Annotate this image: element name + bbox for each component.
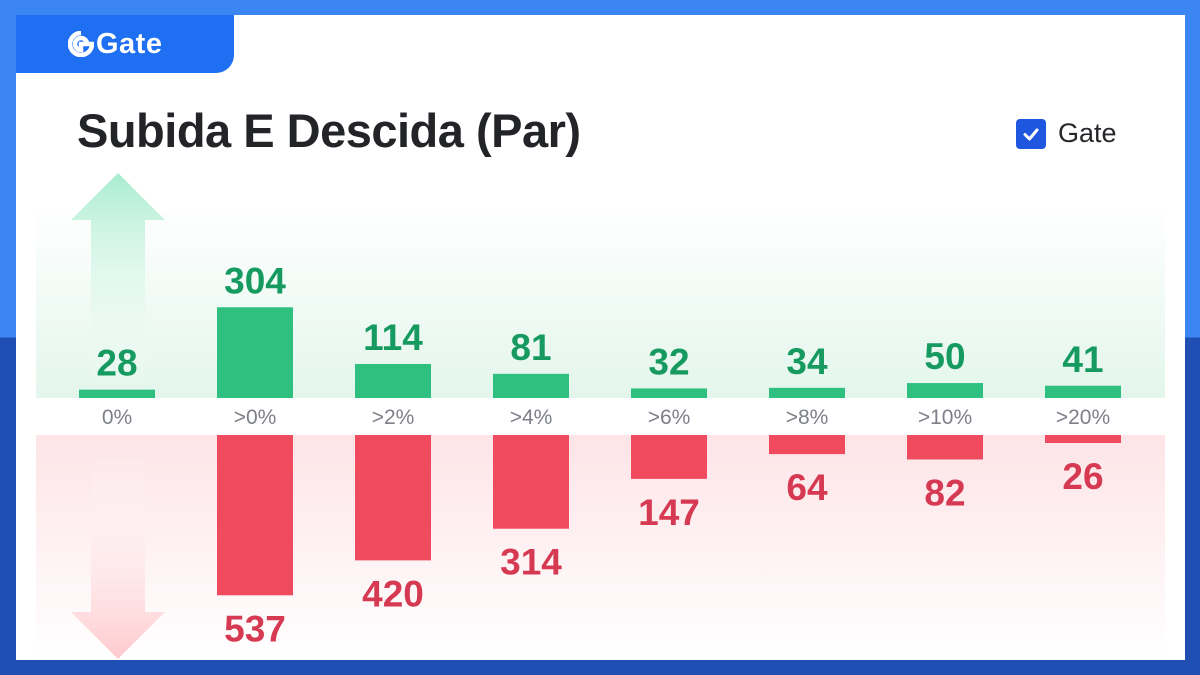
down-bar xyxy=(631,435,707,479)
down-bar xyxy=(217,435,293,596)
down-value-label: 420 xyxy=(362,573,424,614)
up-bar xyxy=(79,389,155,398)
up-bar xyxy=(217,307,293,398)
chart: 28 0% 304 >0% 537 114 >2% 420 81 >4% 314 32 >6% 147 34… xyxy=(36,173,1165,660)
legend-label: Gate xyxy=(1058,118,1117,148)
down-value-label: 64 xyxy=(786,467,828,508)
up-bar xyxy=(631,388,707,398)
up-value-label: 34 xyxy=(786,341,828,382)
chart-card: Gate Subida E Descida (Par) Gate xyxy=(16,15,1185,660)
up-value-label: 28 xyxy=(96,343,137,384)
down-background xyxy=(36,435,1165,660)
category-label: >4% xyxy=(510,406,553,429)
down-value-label: 26 xyxy=(1062,456,1103,497)
down-value-label: 314 xyxy=(500,542,562,583)
down-value-label: 147 xyxy=(638,492,700,533)
up-value-label: 114 xyxy=(363,317,423,358)
category-label: 0% xyxy=(102,406,132,429)
chart-title: Subida E Descida (Par) xyxy=(77,104,581,157)
up-value-label: 50 xyxy=(924,336,965,377)
up-bar xyxy=(907,383,983,398)
down-bar xyxy=(355,435,431,561)
up-value-label: 304 xyxy=(224,260,286,301)
down-arrow-icon xyxy=(71,455,165,659)
bars: 28 0% 304 >0% 537 114 >2% 420 81 >4% 314 32 >6% 147 34… xyxy=(79,260,1121,649)
up-arrow-icon xyxy=(71,173,165,398)
brand-name: Gate xyxy=(96,27,163,60)
up-bar xyxy=(1045,385,1121,398)
down-bar xyxy=(1045,435,1121,443)
up-value-label: 81 xyxy=(510,327,551,368)
gate-logo-icon xyxy=(68,31,94,57)
down-value-label: 82 xyxy=(924,472,965,513)
up-background xyxy=(36,205,1165,398)
category-label: >8% xyxy=(786,406,829,429)
up-bar xyxy=(769,387,845,398)
category-label: >0% xyxy=(234,406,277,429)
legend-checkbox[interactable] xyxy=(1016,118,1046,149)
legend: Gate xyxy=(1016,118,1117,149)
up-bar xyxy=(355,363,431,398)
category-label: >2% xyxy=(372,406,415,429)
down-bar xyxy=(769,435,845,455)
category-label: >20% xyxy=(1056,406,1110,429)
down-bar xyxy=(907,435,983,460)
down-bar xyxy=(493,435,569,529)
category-label: >6% xyxy=(648,406,691,429)
check-icon xyxy=(1023,128,1039,140)
up-value-label: 41 xyxy=(1062,339,1103,380)
up-bar xyxy=(493,373,569,398)
down-value-label: 537 xyxy=(224,608,286,649)
up-value-label: 32 xyxy=(648,341,689,382)
category-label: >10% xyxy=(918,406,972,429)
brand-logo: Gate xyxy=(16,15,234,73)
